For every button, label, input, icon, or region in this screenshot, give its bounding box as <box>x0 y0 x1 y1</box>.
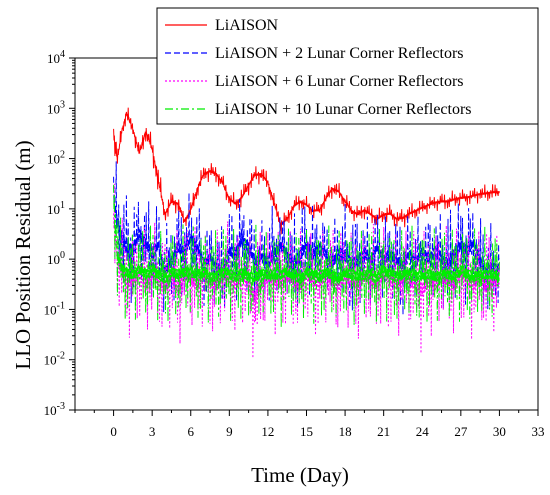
x-axis-title: Time (Day) <box>251 463 349 487</box>
y-tick-label: 10-2 <box>44 351 65 368</box>
series-line <box>113 161 500 315</box>
x-tick-label: 33 <box>532 424 545 439</box>
y-tick-label: 102 <box>47 150 65 167</box>
y-tick-label: 100 <box>47 250 65 267</box>
x-tick-label: 6 <box>188 424 195 439</box>
x-tick-label: 21 <box>377 424 390 439</box>
axes: 0 3 6 9 12 15 18 21 24 27 30 33 10-3 10-2 10-1 100 101 10… <box>44 49 545 439</box>
legend-box <box>156 7 539 125</box>
legend-label: LiAISON <box>215 17 279 34</box>
legend-label: LiAISON + 2 Lunar Corner Reflectors <box>215 45 464 62</box>
series-1 <box>113 107 500 235</box>
x-tick-label: 27 <box>454 424 468 439</box>
x-tick-label: 24 <box>416 424 430 439</box>
y-tick-label: 10-1 <box>44 300 65 317</box>
series-line <box>113 184 500 328</box>
y-tick-label: 104 <box>47 49 65 66</box>
x-tick-label: 12 <box>261 424 274 439</box>
y-axis-title: LLO Position Residual (m) <box>11 140 35 369</box>
series-2 <box>113 161 500 315</box>
y-tick-label: 103 <box>47 99 65 116</box>
x-tick-label: 0 <box>110 424 117 439</box>
x-tick-label: 18 <box>339 424 352 439</box>
legend-label: LiAISON + 6 Lunar Corner Reflectors <box>215 73 464 90</box>
series-line <box>113 107 500 235</box>
legend-label: LiAISON + 10 Lunar Corner Reflectors <box>215 101 472 118</box>
series-3 <box>113 183 500 359</box>
series-line <box>113 183 500 359</box>
plot-area <box>113 107 500 359</box>
legend: LiAISON LiAISON + 2 Lunar Corner Reflecto… <box>156 7 539 125</box>
x-tick-label: 15 <box>300 424 313 439</box>
y-tick-label: 10-3 <box>44 401 65 418</box>
x-tick-label: 9 <box>226 424 233 439</box>
x-tick-label: 30 <box>493 424 506 439</box>
series-4 <box>113 184 500 328</box>
x-tick-label: 3 <box>149 424 156 439</box>
y-tick-label: 101 <box>47 200 65 217</box>
